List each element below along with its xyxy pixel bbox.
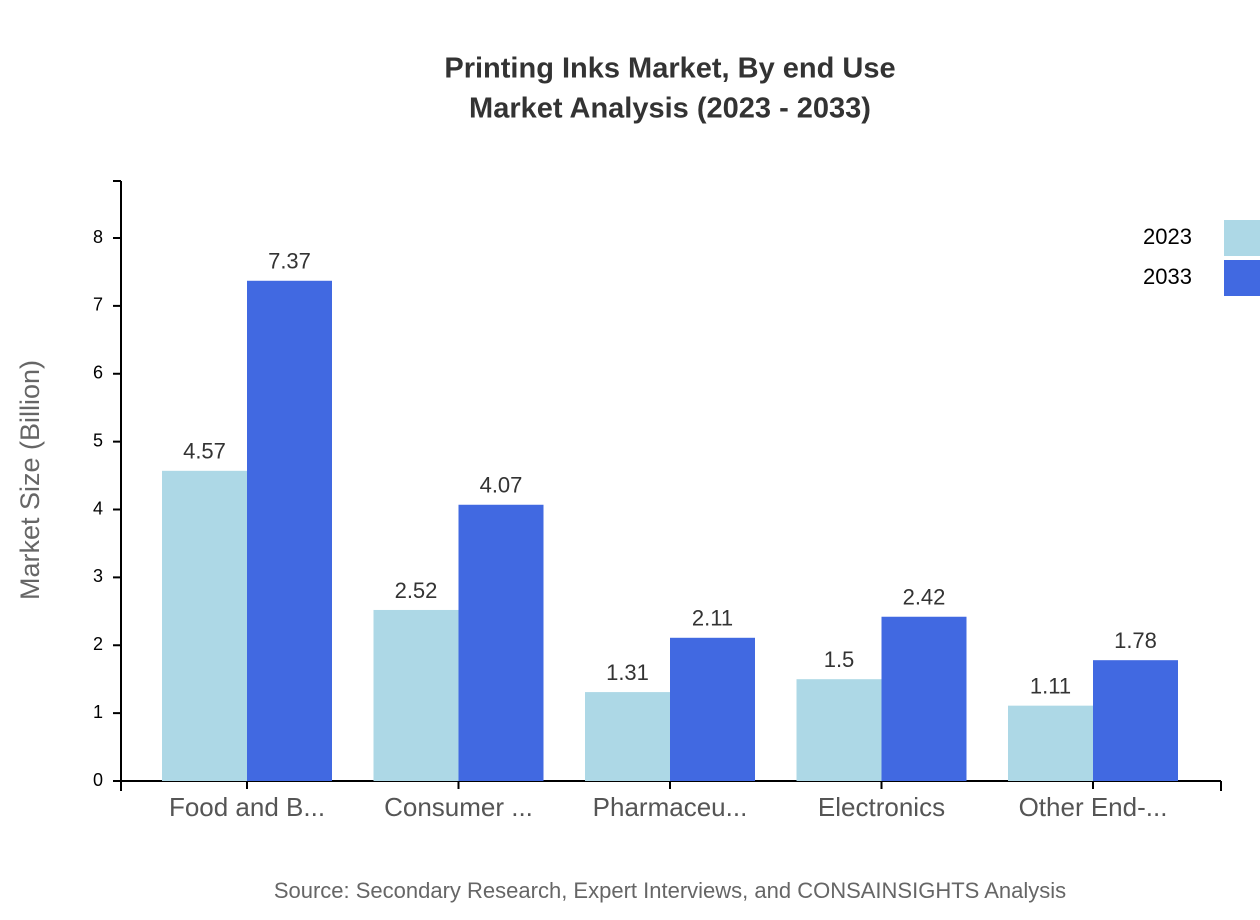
y-tick-label: 8 <box>93 227 103 247</box>
value-label: 1.5 <box>824 647 855 672</box>
chart-title: Printing Inks Market, By end Use <box>444 53 895 85</box>
value-label: 2.52 <box>395 578 438 603</box>
x-tick-label: Electronics <box>818 792 945 822</box>
bar <box>1008 705 1093 781</box>
value-label: 1.31 <box>606 660 649 685</box>
source-note: Source: Secondary Research, Expert Inter… <box>274 878 1066 903</box>
bar <box>881 616 967 781</box>
chart-subtitle: Market Analysis (2023 - 2033) <box>469 93 871 125</box>
y-axis-label: Market Size (Billion) <box>15 360 45 600</box>
value-label: 7.37 <box>268 249 311 274</box>
value-label: 2.11 <box>692 606 733 631</box>
y-tick-label: 3 <box>93 566 103 586</box>
value-label: 4.57 <box>183 439 226 464</box>
bar <box>585 692 670 781</box>
y-tick-label: 4 <box>93 498 103 518</box>
x-tick-label: Other End-... <box>1019 792 1168 822</box>
legend-label: 2023 <box>1143 224 1192 249</box>
x-tick-label: Pharmaceu... <box>593 792 748 822</box>
bar <box>247 280 332 781</box>
legend-swatch <box>1224 260 1260 296</box>
y-tick-label: 1 <box>93 702 103 722</box>
y-tick-label: 0 <box>93 770 103 790</box>
y-tick-label: 5 <box>93 430 103 450</box>
bar <box>796 679 882 781</box>
bar <box>670 637 755 781</box>
legend-swatch <box>1224 220 1260 256</box>
bar <box>373 609 459 781</box>
bar <box>162 470 247 781</box>
y-tick-label: 7 <box>93 295 103 315</box>
bar <box>458 504 544 781</box>
bar <box>1093 660 1178 781</box>
value-label: 4.07 <box>480 473 523 498</box>
legend-label: 2033 <box>1143 264 1192 289</box>
y-tick-label: 2 <box>93 634 103 654</box>
value-label: 2.42 <box>903 585 946 610</box>
x-tick-label: Food and B... <box>169 792 325 822</box>
x-tick-label: Consumer ... <box>384 792 533 822</box>
value-label: 1.78 <box>1114 628 1157 653</box>
y-tick-label: 6 <box>93 363 103 383</box>
value-label: 1.11 <box>1030 673 1071 698</box>
